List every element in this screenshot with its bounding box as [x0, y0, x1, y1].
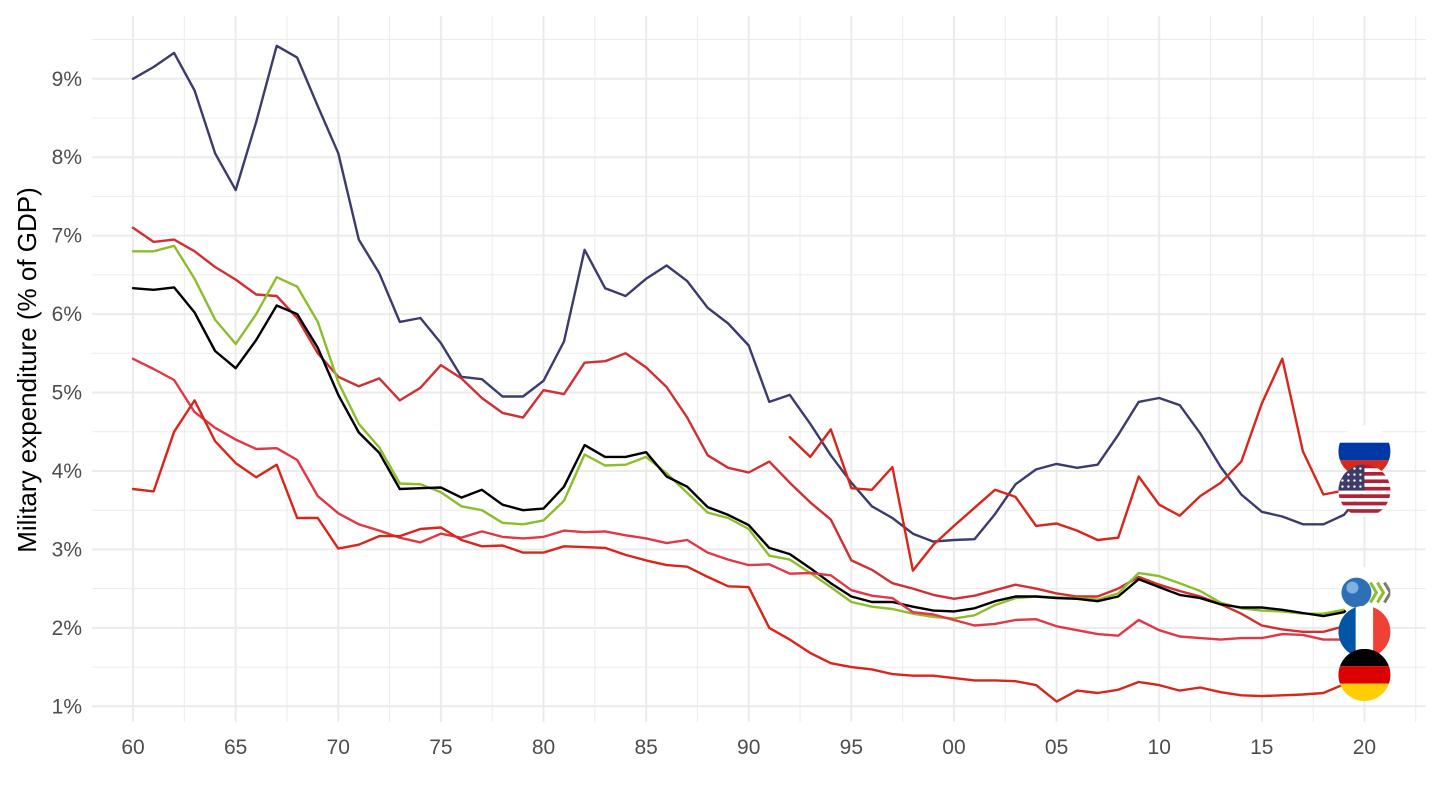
- x-tick-label: 80: [532, 736, 555, 759]
- x-tick-label: 05: [1045, 736, 1068, 759]
- y-tick-label: 5%: [52, 382, 82, 405]
- y-tick-label: 6%: [52, 303, 82, 326]
- y-tick-label: 1%: [52, 695, 82, 718]
- y-axis-title: Military expenditure (% of GDP): [12, 187, 42, 553]
- series-line-5: [131, 357, 1346, 641]
- y-tick-label: 8%: [52, 146, 82, 169]
- x-tick-label: 15: [1250, 736, 1273, 759]
- germany-flag-icon: [1338, 648, 1391, 701]
- y-tick-label: 3%: [52, 538, 82, 561]
- x-tick-label: 60: [121, 736, 144, 759]
- y-tick-label: 2%: [52, 617, 82, 640]
- series-line-2: [131, 226, 1346, 633]
- series-line-3: [131, 244, 1366, 620]
- x-tick-label: 20: [1353, 736, 1376, 759]
- grid: [92, 16, 1426, 722]
- x-tick-label: 10: [1148, 736, 1171, 759]
- end-markers: [1338, 425, 1391, 701]
- series-lines: [131, 44, 1366, 703]
- usa-flag-icon: [1338, 464, 1391, 517]
- series-line-1: [131, 44, 1366, 543]
- series-line-7: [788, 357, 1346, 572]
- x-tick-label: 00: [942, 736, 965, 759]
- x-tick-label: 85: [634, 736, 657, 759]
- x-tick-label: 95: [840, 736, 863, 759]
- y-tick-label: 4%: [52, 460, 82, 483]
- x-tick-label: 70: [327, 736, 350, 759]
- y-tick-label: 9%: [52, 68, 82, 91]
- x-tick-label: 65: [224, 736, 247, 759]
- x-axis-ticks: 60 65 70 75 80 85 90 95 00 05 10 15 20: [121, 736, 1376, 759]
- x-tick-label: 75: [429, 736, 452, 759]
- x-tick-label: 90: [737, 736, 760, 759]
- series-line-4: [131, 286, 1366, 618]
- series-line-6: [131, 399, 1346, 703]
- france-flag-icon: [1338, 605, 1391, 658]
- y-tick-label: 7%: [52, 225, 82, 248]
- y-axis-ticks: 1% 2% 3% 4% 5% 6% 7% 8% 9%: [52, 68, 82, 719]
